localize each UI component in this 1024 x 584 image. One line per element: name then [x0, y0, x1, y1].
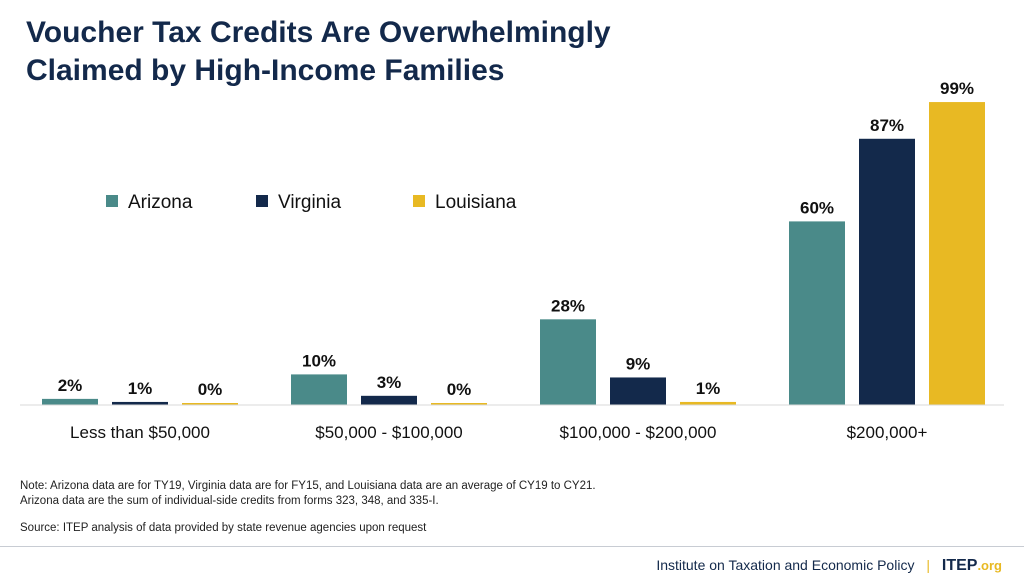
data-label-virginia-3: 9% — [626, 354, 651, 373]
footer: Institute on Taxation and Economic Polic… — [656, 557, 1002, 575]
data-label-louisiana-3: 1% — [696, 379, 721, 398]
chart-source: Source: ITEP analysis of data provided b… — [20, 522, 427, 534]
chart-title-line1: Voucher Tax Credits Are Overwhelmingly — [26, 16, 611, 49]
data-label-virginia-2: 3% — [377, 373, 402, 392]
bar-chart: Arizona Virginia Louisiana 2% 1% 0% 10% 3% 0% 28… — [20, 79, 1004, 442]
x-tick-label-1: Less than $50,000 — [70, 423, 210, 442]
footer-separator: | — [926, 557, 930, 573]
chart-title-line2: Claimed by High-Income Families — [26, 54, 505, 87]
bar-virginia-3 — [610, 377, 666, 405]
bar-arizona-1 — [42, 398, 98, 405]
data-label-arizona-3: 28% — [551, 296, 585, 315]
chart-legend: Arizona Virginia Louisiana — [106, 192, 517, 213]
note-line-2: Arizona data are the sum of individual-s… — [20, 495, 439, 507]
x-tick-label-3: $100,000 - $200,000 — [560, 423, 717, 442]
footer-org-name: Institute on Taxation and Economic Polic… — [656, 557, 915, 573]
x-tick-label-4: $200,000+ — [847, 423, 928, 442]
bar-arizona-3 — [540, 319, 596, 405]
bar-arizona-2 — [291, 374, 347, 405]
data-label-arizona-4: 60% — [800, 198, 834, 217]
chart-note: Note: Arizona data are for TY19, Virgini… — [20, 479, 920, 509]
legend-swatch-arizona — [106, 195, 118, 207]
x-tick-label-2: $50,000 - $100,000 — [315, 423, 462, 442]
bar-arizona-4 — [789, 221, 845, 405]
bar-louisiana-2 — [431, 403, 487, 405]
bar-louisiana-4 — [929, 102, 985, 405]
data-label-arizona-1: 2% — [58, 376, 83, 395]
footer-brand: ITEP — [941, 557, 978, 574]
note-line-1: Note: Arizona data are for TY19, Virgini… — [20, 480, 596, 492]
bar-virginia-2 — [361, 395, 417, 405]
data-label-louisiana-4: 99% — [940, 79, 974, 98]
data-label-louisiana-1: 0% — [198, 380, 223, 399]
x-axis-tick-labels: Less than $50,000 $50,000 - $100,000 $100,… — [70, 423, 927, 442]
bar-virginia-1 — [112, 401, 168, 405]
legend-label-arizona: Arizona — [128, 192, 193, 213]
bar-virginia-4 — [859, 138, 915, 405]
data-label-arizona-2: 10% — [302, 351, 336, 370]
data-label-virginia-1: 1% — [128, 379, 153, 398]
bar-louisiana-1 — [182, 403, 238, 405]
data-label-louisiana-2: 0% — [447, 380, 472, 399]
footer-divider — [0, 546, 1024, 547]
chart-bars: 2% 1% 0% 10% 3% 0% 28% 9% 1% 60% 87% 99% — [42, 79, 985, 405]
footer-brand-suffix: .org — [977, 558, 1002, 573]
bar-louisiana-3 — [680, 401, 736, 405]
legend-label-louisiana: Louisiana — [435, 192, 517, 213]
legend-swatch-virginia — [256, 195, 268, 207]
legend-swatch-louisiana — [413, 195, 425, 207]
legend-label-virginia: Virginia — [278, 192, 341, 213]
data-label-virginia-4: 87% — [870, 116, 904, 135]
chart-title: Voucher Tax Credits Are Overwhelmingly C… — [26, 14, 726, 90]
